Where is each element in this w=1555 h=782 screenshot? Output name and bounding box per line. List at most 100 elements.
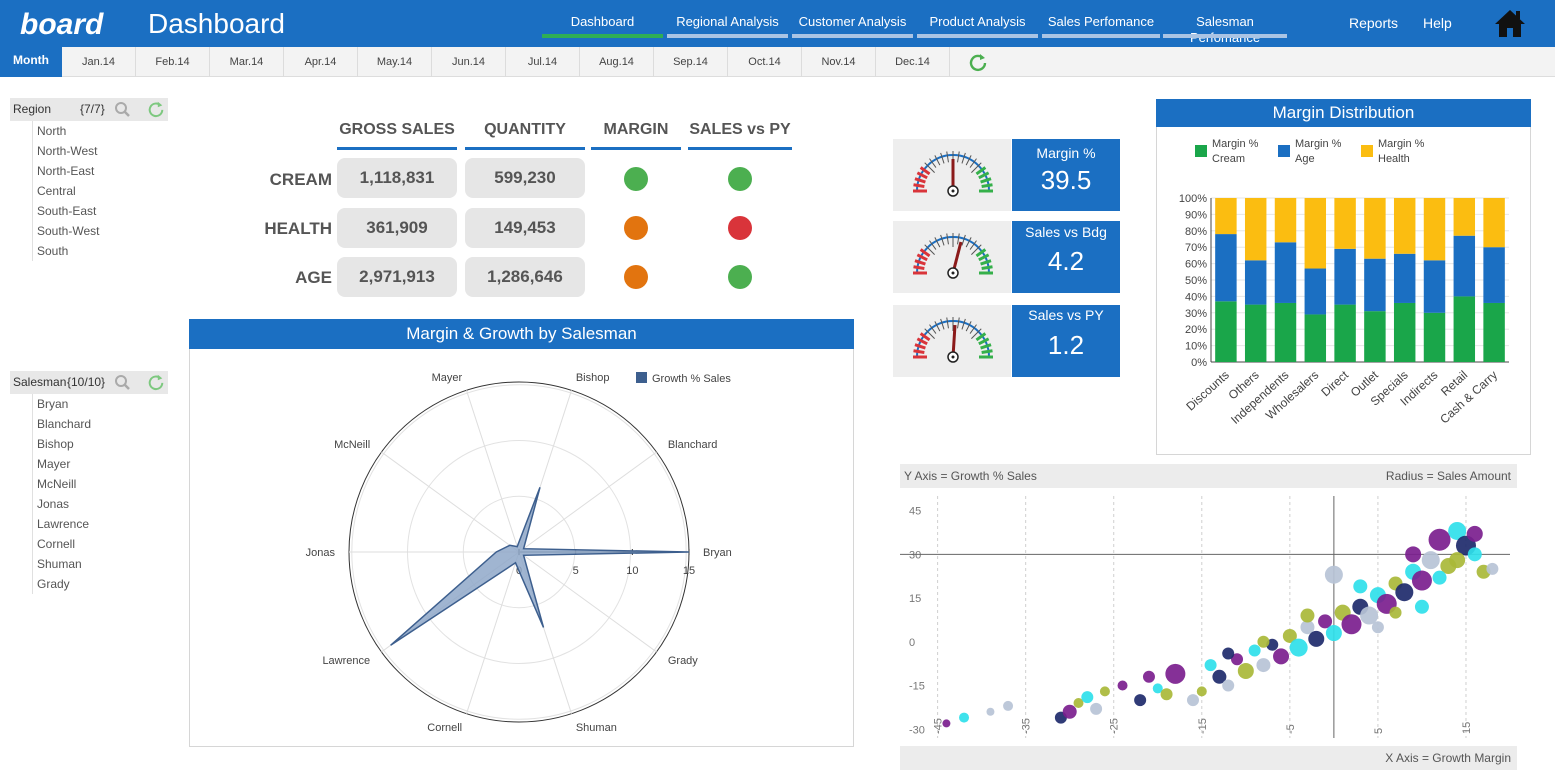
region-item[interactable]: North-West xyxy=(37,144,98,158)
salesman-item[interactable]: Mayer xyxy=(37,457,71,471)
refresh-icon[interactable] xyxy=(147,373,165,391)
stacked-bar-segment xyxy=(1215,198,1237,235)
month-item[interactable]: Jun.14 xyxy=(432,47,506,77)
month-item[interactable]: Sep.14 xyxy=(654,47,728,77)
month-item[interactable]: Aug.14 xyxy=(580,47,654,77)
month-item[interactable]: Apr.14 xyxy=(284,47,358,77)
x-tick-label: Direct xyxy=(1318,367,1351,399)
bubble-point xyxy=(1212,669,1227,684)
salesman-selector-header[interactable]: Salesman {10/10} xyxy=(10,371,168,394)
region-item[interactable]: South xyxy=(37,244,69,258)
gauge-value-box: Margin % 39.5 xyxy=(1012,139,1120,211)
salesman-item[interactable]: Shuman xyxy=(37,557,82,571)
stacked-bar-segment xyxy=(1334,198,1356,249)
tab-salesman-perfomance[interactable]: Salesman Perfomance xyxy=(1163,14,1287,45)
month-item[interactable]: May.14 xyxy=(358,47,432,77)
salesman-item[interactable]: McNeill xyxy=(37,477,77,491)
salesman-item[interactable]: Bryan xyxy=(37,397,69,411)
region-item[interactable]: North xyxy=(37,124,67,138)
salesman-item[interactable]: Grady xyxy=(37,577,70,591)
sales-vs-py-status-dot xyxy=(728,216,752,240)
month-item[interactable]: Feb.14 xyxy=(136,47,210,77)
radar-spoke xyxy=(465,551,520,714)
margin-status-dot xyxy=(624,167,648,191)
stacked-bar-segment xyxy=(1244,304,1267,362)
month-item[interactable]: Jan.14 xyxy=(62,47,136,77)
stacked-bar-segment xyxy=(1453,198,1476,236)
month-item[interactable]: Dec.14 xyxy=(876,47,950,77)
gauge-label: Sales vs PY xyxy=(1028,307,1104,323)
bubble-point xyxy=(1117,680,1128,691)
tab-sales-perfomance[interactable]: Sales Perfomance xyxy=(1042,14,1160,38)
home-icon[interactable] xyxy=(1494,8,1526,38)
sales-vs-py-status-dot xyxy=(728,265,752,289)
x-axis-caption: X Axis = Growth Margin xyxy=(1385,751,1511,765)
region-selector-label: Region xyxy=(13,102,52,116)
refresh-icon[interactable] xyxy=(147,100,165,118)
bubble-point xyxy=(1248,644,1261,657)
y-axis-caption: Y Axis = Growth % Sales xyxy=(904,469,1037,483)
salesman-item[interactable]: Jonas xyxy=(37,497,70,511)
search-icon[interactable] xyxy=(114,101,132,117)
gauge-tick xyxy=(975,166,987,176)
salesman-item[interactable]: Lawrence xyxy=(37,517,90,531)
gauge-tick xyxy=(929,324,937,334)
stacked-bar-segment xyxy=(1274,302,1297,362)
region-selector-header[interactable]: Region {7/7} xyxy=(10,98,168,121)
radar-spoke xyxy=(465,390,520,553)
salesman-item[interactable]: Blanchard xyxy=(37,417,92,431)
stacked-bar-segment xyxy=(1334,248,1356,305)
gauge-icon xyxy=(913,233,993,279)
bubble-point xyxy=(1081,691,1094,704)
kpi-quantity-value: 149,453 xyxy=(465,208,585,248)
region-item[interactable]: South-East xyxy=(37,204,97,218)
tab-regional-analysis[interactable]: Regional Analysis xyxy=(667,14,788,38)
gauge-tick xyxy=(919,166,931,176)
region-item[interactable]: South-West xyxy=(37,224,100,238)
tab-customer-analysis[interactable]: Customer Analysis xyxy=(792,14,913,38)
sales-vs-py-status-dot xyxy=(728,167,752,191)
svg-text:board: board xyxy=(20,8,104,41)
legend-swatch xyxy=(636,372,647,383)
bubble-point xyxy=(1257,635,1270,648)
month-item[interactable]: Jul.14 xyxy=(506,47,580,77)
kpi-quantity-value: 1,286,646 xyxy=(465,257,585,297)
tab-product-analysis[interactable]: Product Analysis xyxy=(917,14,1038,38)
radar-axis-label: Grady xyxy=(668,655,698,667)
stacked-bar-segment xyxy=(1364,311,1386,362)
refresh-icon[interactable] xyxy=(968,52,988,72)
reports-link[interactable]: Reports xyxy=(1349,15,1399,31)
gauge-label: Margin % xyxy=(1036,145,1096,161)
gauge-label: Sales vs Bdg xyxy=(1025,224,1107,240)
gauge-tick xyxy=(934,237,941,248)
salesman-item[interactable]: Cornell xyxy=(37,537,76,551)
gauge-tick xyxy=(914,343,926,350)
gauge-tick xyxy=(981,265,993,270)
help-link[interactable]: Help xyxy=(1423,15,1452,31)
y-tick-label: 0 xyxy=(909,637,915,649)
legend-label: Margin % xyxy=(1295,138,1342,150)
gauge-tick xyxy=(978,337,990,346)
gauge-tick xyxy=(965,321,972,332)
radar-axis-label: Jonas xyxy=(306,547,336,559)
stacked-bar-segment xyxy=(1453,296,1476,362)
gauge-value-box: Sales vs Bdg 4.2 xyxy=(1012,221,1120,293)
gauge-card xyxy=(893,221,1011,293)
bubble-point xyxy=(1405,546,1422,563)
gauge-tick xyxy=(946,317,949,329)
salesman-item[interactable]: Bishop xyxy=(37,437,74,451)
tab-dashboard[interactable]: Dashboard xyxy=(542,14,663,38)
y-tick-label: 0% xyxy=(1191,357,1207,369)
stacked-bar-segment xyxy=(1423,312,1446,362)
bubble-point xyxy=(1341,614,1362,635)
region-item[interactable]: Central xyxy=(37,184,76,198)
month-item[interactable]: Nov.14 xyxy=(802,47,876,77)
region-item[interactable]: North-East xyxy=(37,164,95,178)
gauge-tick xyxy=(971,162,982,173)
bubble-point xyxy=(1486,562,1499,575)
gauge-tick xyxy=(980,177,992,184)
search-icon[interactable] xyxy=(114,374,132,390)
month-item[interactable]: Mar.14 xyxy=(210,47,284,77)
month-item[interactable]: Oct.14 xyxy=(728,47,802,77)
stacked-bar-segment xyxy=(1304,268,1327,315)
